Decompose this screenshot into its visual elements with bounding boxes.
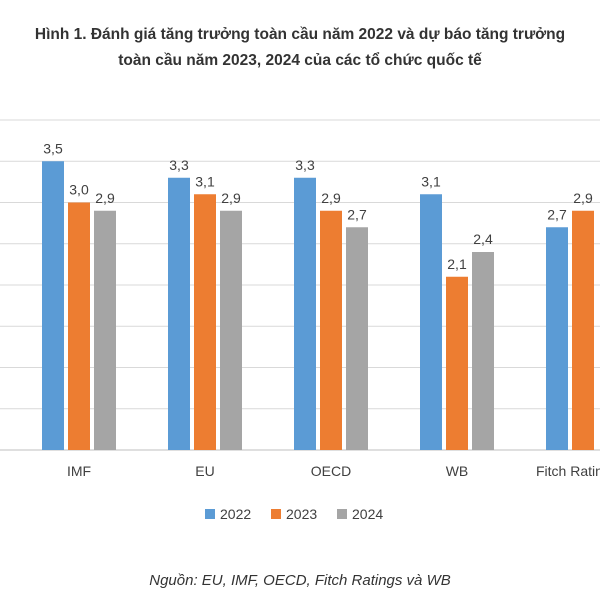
- chart-title-line-1: Hình 1. Đánh giá tăng trưởng toàn cầu nă…: [34, 26, 566, 43]
- x-tick-labels: IMF EU OECD WB Fitch Ratings: [67, 463, 600, 479]
- bar-2023-fitch-ratings: [572, 210, 594, 450]
- data-label: 2,9: [95, 190, 115, 206]
- x-tick-label: OECD: [311, 463, 351, 479]
- legend: 2022 2023 2024: [205, 506, 383, 522]
- data-label: 2,1: [447, 256, 467, 272]
- legend-swatch-2022: [205, 509, 215, 519]
- bars: [42, 161, 594, 450]
- data-label: 2,9: [221, 190, 241, 206]
- bar-2022-eu: [168, 177, 190, 450]
- data-label: 3,0: [69, 182, 89, 198]
- x-tick-label: EU: [195, 463, 214, 479]
- bar-2024-oecd: [346, 227, 368, 450]
- bar-2023-wb: [446, 276, 468, 450]
- data-label: 3,5: [43, 140, 63, 156]
- data-label: 2,4: [473, 231, 493, 247]
- chart-title: Hình 1. Đánh giá tăng trưởng toàn cầu nă…: [0, 22, 600, 74]
- source-note: Nguồn: EU, IMF, OECD, Fitch Ratings và W…: [149, 572, 451, 589]
- data-label: 2,7: [347, 206, 367, 222]
- x-tick-label: IMF: [67, 463, 91, 479]
- bar-2022-imf: [42, 161, 64, 450]
- data-label: 3,3: [169, 157, 189, 173]
- legend-label-2022: 2022: [220, 506, 251, 522]
- chart-title-line-2: toàn cầu năm 2023, 2024 của các tổ chức …: [118, 52, 482, 69]
- data-label: 2,9: [321, 190, 341, 206]
- legend-label-2023: 2023: [286, 506, 317, 522]
- data-label: 3,3: [295, 157, 315, 173]
- bar-chart: 3,5 3,0 2,9 3,3 3,1 2,9 3,3 2,9 2,7 3,1 2,1 2,4 2,7 2…: [0, 119, 600, 522]
- bar-2024-eu: [220, 210, 242, 450]
- bar-2024-imf: [94, 210, 116, 450]
- data-labels: 3,5 3,0 2,9 3,3 3,1 2,9 3,3 2,9 2,7 3,1 2,1 2,4 2,7 2…: [43, 140, 593, 272]
- bar-2022-wb: [420, 194, 442, 450]
- bar-2023-imf: [68, 202, 90, 450]
- legend-swatch-2023: [271, 509, 281, 519]
- bar-2023-oecd: [320, 210, 342, 450]
- x-tick-label: WB: [446, 463, 469, 479]
- bar-2024-wb: [472, 252, 494, 450]
- legend-swatch-2024: [337, 509, 347, 519]
- data-label: 3,1: [195, 173, 215, 189]
- bar-2022-oecd: [294, 177, 316, 450]
- data-label: 2,7: [547, 206, 567, 222]
- data-label: 3,1: [421, 173, 441, 189]
- x-tick-label: Fitch Ratings: [536, 463, 600, 479]
- bar-2023-eu: [194, 194, 216, 450]
- data-label: 2,9: [573, 190, 593, 206]
- bar-2022-fitch-ratings: [546, 227, 568, 450]
- legend-label-2024: 2024: [352, 506, 383, 522]
